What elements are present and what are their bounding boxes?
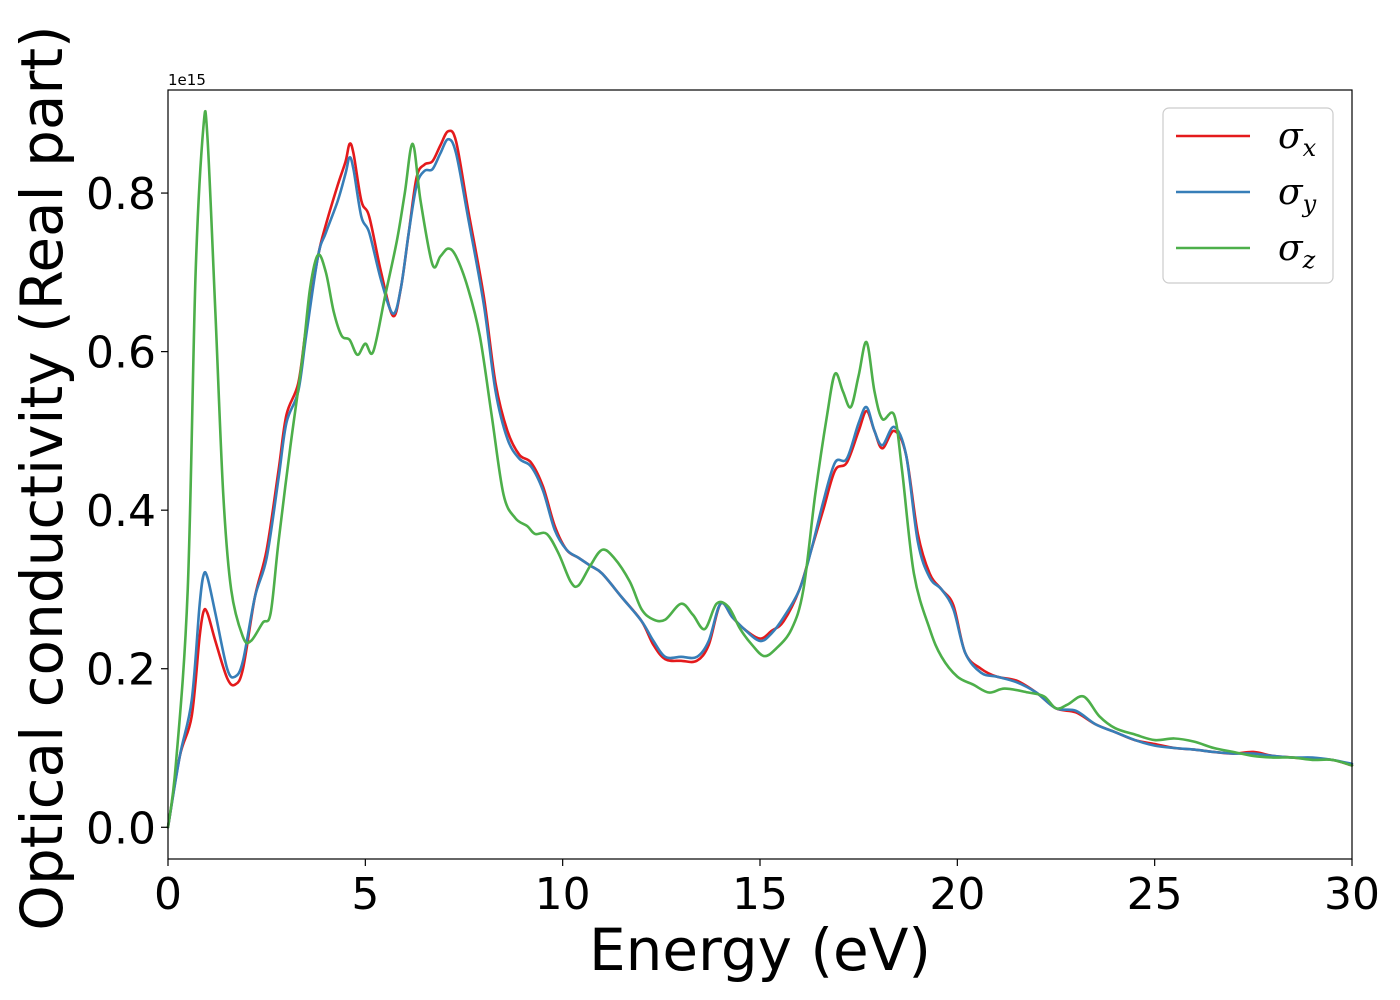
x-tick-label: 10: [535, 869, 591, 920]
x-tick-label: 5: [351, 869, 379, 920]
x-axis-title: Energy (eV): [589, 916, 931, 984]
x-tick-label: 0: [154, 869, 182, 920]
y-tick-label: 0.2: [86, 645, 156, 696]
x-tick-label: 25: [1127, 869, 1183, 920]
x-tick-label: 15: [732, 869, 788, 920]
x-tick-label: 20: [929, 869, 985, 920]
y-offset-label: 1e15: [168, 71, 206, 89]
y-tick-label: 0.8: [86, 169, 156, 220]
y-tick-label: 0.4: [86, 486, 156, 537]
y-axis-title: Optical conductivity (Real part): [8, 25, 76, 930]
y-tick-label: 0.6: [86, 328, 156, 379]
x-tick-label: 30: [1324, 869, 1380, 920]
y-tick-label: 0.0: [86, 803, 156, 854]
